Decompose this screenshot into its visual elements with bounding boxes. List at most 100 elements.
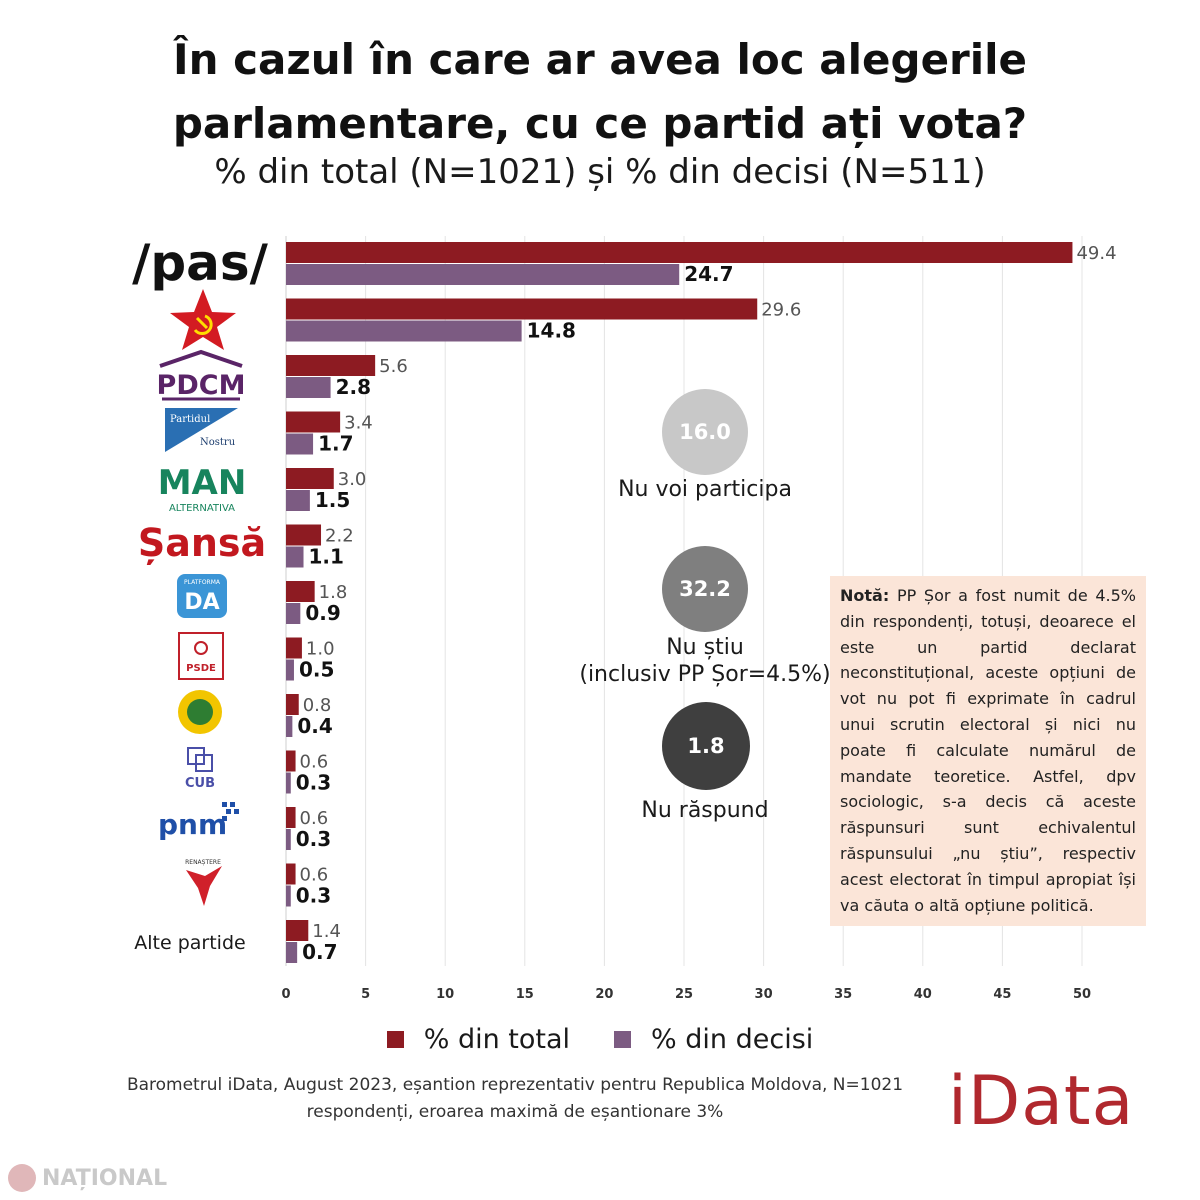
note-box: Notă: PP Șor a fost numit de 4.5% din re… xyxy=(830,576,1146,926)
legend-item-total: % din total xyxy=(386,1023,571,1055)
value-label-decided: 0.6 xyxy=(300,808,329,829)
bar-total xyxy=(286,942,298,963)
logo-da-text: DA xyxy=(184,590,219,615)
value-label-decided: 1.8 xyxy=(319,582,348,603)
circle-nu-raspund: 1.8 xyxy=(662,702,750,790)
value-label-total: 24.7 xyxy=(684,262,733,286)
bar-total xyxy=(286,603,301,624)
logo-man-sub: ALTERNATIVA xyxy=(169,503,235,514)
bar-decided xyxy=(286,524,322,546)
chart-subtitle: % din total (N=1021) și % din decisi (N=… xyxy=(214,152,986,192)
legend-swatch-decided xyxy=(614,1030,632,1048)
bar-total xyxy=(286,716,293,737)
value-label-decided: 3.0 xyxy=(338,469,367,490)
chart-title-line1: În cazul în care ar avea loc alegerile xyxy=(172,35,1028,84)
legend-swatch-total xyxy=(386,1030,404,1048)
value-label-total: 1.1 xyxy=(309,545,344,569)
x-tick-label: 40 xyxy=(914,987,932,1002)
legend-item-decided: % din decisi xyxy=(614,1024,813,1055)
logo-pdcm: PDCM xyxy=(157,349,246,401)
circle-label-nu-stiu-note: (inclusiv PP Șor=4.5%) xyxy=(579,662,831,687)
logo-man: MAN ALTERNATIVA xyxy=(158,463,247,514)
x-tick-label: 0 xyxy=(281,987,290,1002)
logo-pdcm-text: PDCM xyxy=(157,370,246,401)
value-label-total: 14.8 xyxy=(527,319,576,343)
source-line2: respondenți, eroarea maximă de eșantiona… xyxy=(306,1102,724,1122)
x-axis-ticks: 0 5 10 15 20 25 30 35 40 45 50 xyxy=(281,987,1091,1002)
bar-decided xyxy=(286,242,1073,263)
chart-legend: % din total % din decisi xyxy=(0,1022,1200,1056)
note-label: Notă: xyxy=(840,586,890,605)
bar-decided xyxy=(286,355,376,376)
logo-partidul-nostru: Partidul Nostru xyxy=(165,408,238,452)
value-label-total: 0.4 xyxy=(297,714,332,738)
x-tick-label: 50 xyxy=(1073,987,1091,1002)
chart-title-line2: parlamentare, cu ce partid ați vota? xyxy=(172,99,1028,148)
bar-decided xyxy=(286,863,296,885)
logo-sansa: Șansă xyxy=(138,521,266,565)
circle-nu-voi-participa: 16.0 xyxy=(662,389,748,475)
x-tick-label: 15 xyxy=(516,987,534,1002)
circle-nu-stiu: 32.2 xyxy=(662,546,748,632)
note-text: PP Șor a fost numit de 4.5% din responde… xyxy=(840,586,1136,915)
logo-pas: /pas/ xyxy=(132,234,269,292)
value-label-decided: 29.6 xyxy=(761,300,801,321)
bar-chart: 49.4 24.7 29.6 14.8 5.6 2.8 3.41.7 3.01.5 2.21.1… xyxy=(132,234,1116,1002)
bar-total xyxy=(286,320,522,342)
idata-logo: iData xyxy=(948,1062,1135,1141)
bar-total xyxy=(286,490,310,511)
circle-label-nu-stiu: Nu știu (inclusiv PP Șor=4.5%) xyxy=(563,634,847,688)
value-label-total: 0.5 xyxy=(299,658,334,682)
value-label-total: 0.3 xyxy=(296,827,331,851)
source-note: Barometrul iData, August 2023, eșantion … xyxy=(100,1072,930,1126)
bar-decided xyxy=(286,807,296,828)
category-label-alte-partide: Alte partide xyxy=(134,932,245,954)
bar-total xyxy=(286,264,680,285)
value-label-decided: 0.6 xyxy=(300,865,329,886)
x-tick-label: 45 xyxy=(993,987,1011,1002)
chart-bars xyxy=(286,242,1073,963)
logo-pnm-text: pnm xyxy=(158,808,227,841)
logo-cub-text: CUB xyxy=(185,776,215,791)
circle-label-nu-stiu-text: Nu știu xyxy=(666,635,744,660)
watermark-text: NAȚIONAL xyxy=(42,1165,168,1191)
bar-decided xyxy=(286,750,296,772)
bar-decided xyxy=(286,298,758,320)
x-tick-label: 5 xyxy=(361,987,370,1002)
logo-pas-text: /pas/ xyxy=(132,234,269,292)
value-label-total: 0.7 xyxy=(302,940,337,964)
bar-decided xyxy=(286,694,299,715)
circle-label-nu-raspund: Nu răspund xyxy=(585,797,825,824)
logo-psde-text: PSDE xyxy=(186,663,216,674)
value-label-total: 0.3 xyxy=(296,771,331,795)
value-label-total: 1.5 xyxy=(315,488,350,512)
watermark: NAȚIONAL xyxy=(8,1164,167,1192)
logo-pnm: pnm xyxy=(158,802,239,841)
logo-nostru-line2: Nostru xyxy=(200,437,236,448)
logo-cub: CUB xyxy=(185,747,215,791)
logo-sansa-text: Șansă xyxy=(138,521,266,565)
bar-decided xyxy=(286,411,341,433)
sunflower-icon xyxy=(178,690,222,734)
value-label-decided: 1.0 xyxy=(306,639,335,660)
chart-title: În cazul în care ar avea loc alegerile p… xyxy=(0,28,1200,156)
value-label-decided: 5.6 xyxy=(379,356,408,377)
value-label-decided: 1.4 xyxy=(312,921,341,942)
value-label-decided: 3.4 xyxy=(344,413,373,434)
value-label-total: 0.3 xyxy=(296,884,331,908)
logo-platforma-da: PLATFORMA DA xyxy=(177,574,227,618)
x-tick-label: 35 xyxy=(834,987,852,1002)
value-label-decided: 2.2 xyxy=(325,526,354,547)
red-star-hammer-sickle-icon xyxy=(170,289,236,350)
watermark-dot-icon xyxy=(8,1164,36,1192)
circle-label-nu-voi-participa-text: Nu voi participa xyxy=(618,477,792,502)
logo-nostru-line1: Partidul xyxy=(170,414,210,425)
legend-label-total: % din total xyxy=(423,1023,571,1055)
value-label-total: 2.8 xyxy=(336,375,371,399)
logo-psde: PSDE xyxy=(178,632,224,680)
value-label-decided: 0.6 xyxy=(300,752,329,773)
bar-decided xyxy=(286,637,302,659)
source-line1: Barometrul iData, August 2023, eșantion … xyxy=(126,1075,904,1095)
value-label-total: 0.9 xyxy=(305,601,340,625)
x-tick-label: 20 xyxy=(595,987,613,1002)
